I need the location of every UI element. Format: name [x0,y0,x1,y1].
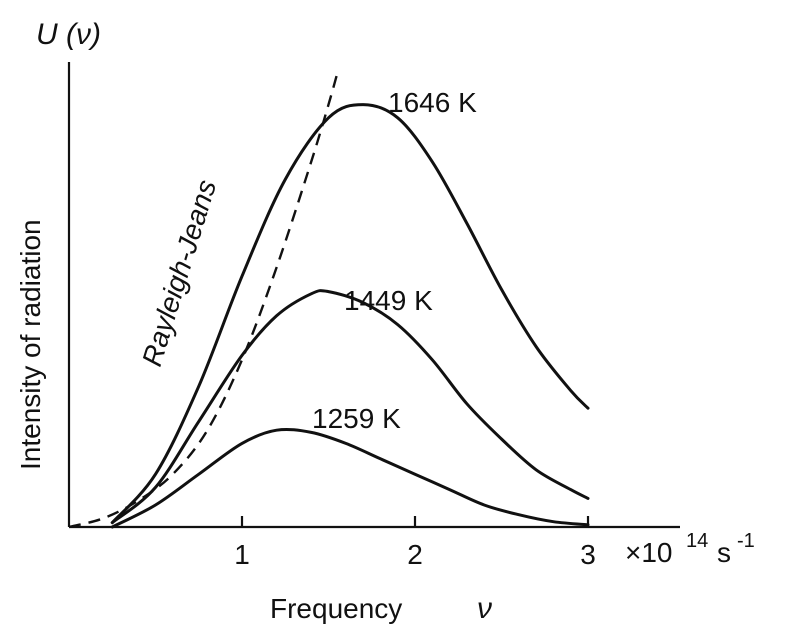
series-line-rayleigh-jeans [68,73,339,529]
series-line-1646-k [110,103,590,525]
x-unit-exponent: 14 [686,530,708,552]
series-line-1259-k [110,427,590,529]
series-label-rayleigh-jeans: Rayleigh-Jeans [136,176,222,370]
x-tick-label-2: 2 [407,539,423,570]
x-axis-symbol: ν [477,592,492,625]
x-axis-title: Frequency [270,593,402,624]
series-label-1449k: 1449 K [344,285,433,316]
x-unit-prefix: ×10 [625,537,673,568]
series-label-1646k: 1646 K [388,87,477,118]
y-axis-title: Intensity of radiation [15,219,46,470]
x-tick-label-3: 3 [580,539,596,570]
series-line-1449-k [110,289,590,525]
x-unit-s: s [717,537,731,568]
series-label-1259k: 1259 K [312,403,401,434]
x-tick-label-1: 1 [234,539,250,570]
y-axis-symbol: U (ν) [36,18,101,51]
x-unit-s-exponent: -1 [737,530,755,552]
